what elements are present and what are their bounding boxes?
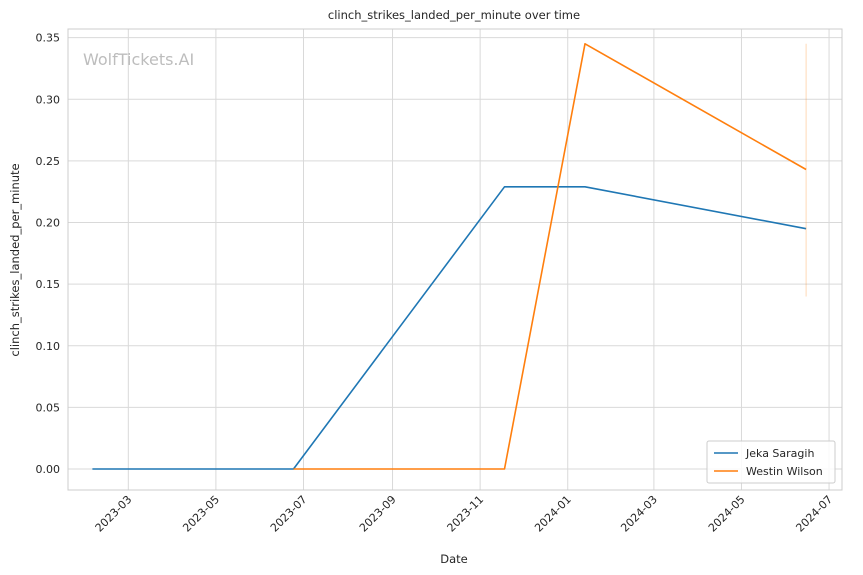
- y-tick-label: 0.20: [36, 217, 61, 230]
- x-axis-label: Date: [440, 552, 468, 566]
- y-tick-label: 0.25: [36, 155, 61, 168]
- plot-area-frame: [67, 28, 843, 491]
- y-tick-label: 0.35: [36, 32, 61, 45]
- y-tick-label: 0.10: [36, 340, 61, 353]
- y-tick-label: 0.00: [36, 463, 61, 476]
- legend-box: [706, 440, 836, 484]
- legend-label-jeka-saragih: Jeka Saragih: [745, 447, 814, 460]
- grid-lines: [68, 29, 842, 490]
- series-line-westin-wilson: [293, 42, 807, 470]
- legend-label-westin-wilson: Westin Wilson: [746, 465, 823, 478]
- series-lines: [92, 42, 807, 470]
- y-tick-label: 0.15: [36, 278, 61, 291]
- y-tick-label: 0.05: [36, 401, 61, 414]
- watermark: WolfTickets.AI: [83, 50, 194, 69]
- y-tick-label: 0.30: [36, 93, 61, 106]
- legend: Jeka Saragih Westin Wilson: [706, 440, 836, 484]
- chart-title: clinch_strikes_landed_per_minute over ti…: [328, 8, 580, 22]
- series-line-jeka-saragih: [92, 186, 807, 470]
- y-axis-label: clinch_strikes_landed_per_minute: [8, 163, 22, 356]
- y-tick-labels: 0.00 0.05 0.10 0.15 0.20 0.25 0.30 0.35: [36, 32, 61, 476]
